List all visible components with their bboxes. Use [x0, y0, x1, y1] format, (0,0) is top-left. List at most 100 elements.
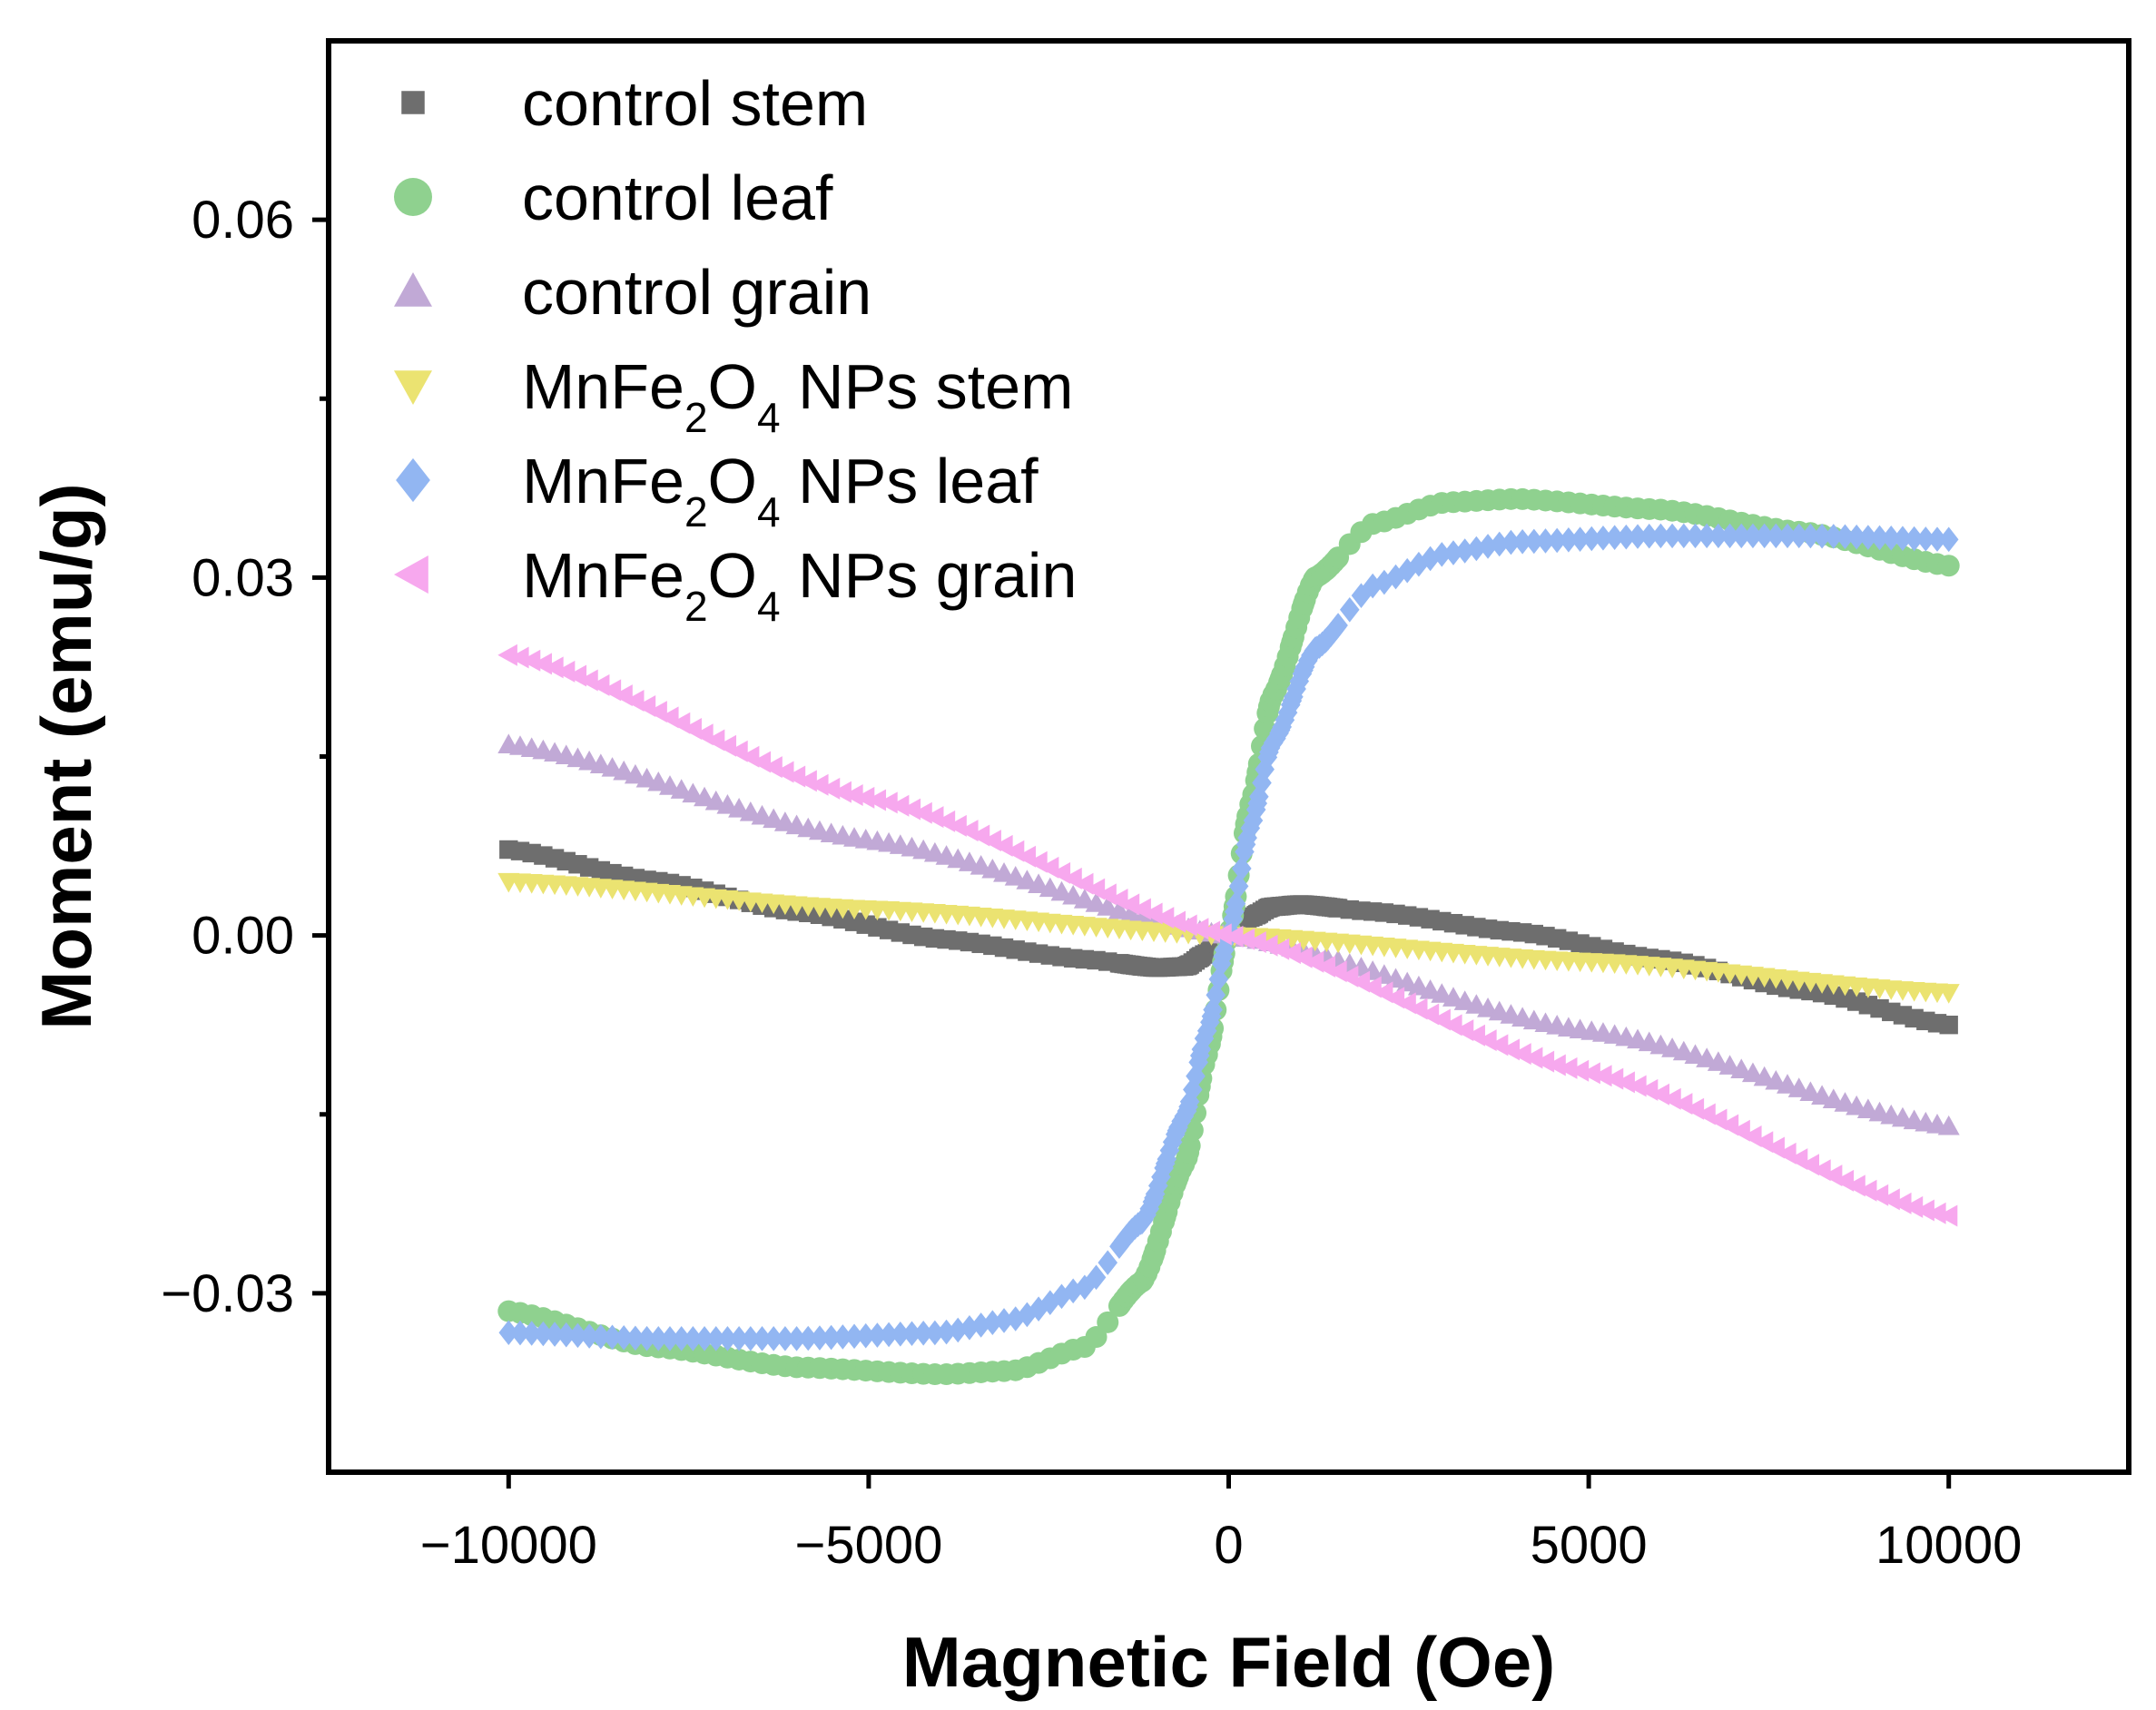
data-point [1754, 523, 1775, 549]
legend-label: control stem [522, 68, 868, 139]
data-point [683, 1326, 704, 1351]
data-point [579, 1323, 599, 1349]
y-tick-label: 0.00 [192, 907, 294, 966]
data-point [1812, 523, 1832, 549]
legend-label: MnFe2O4 NPs stem [522, 351, 1073, 441]
legend-item: control grain [394, 257, 871, 328]
x-tick-label: −10000 [420, 1516, 597, 1575]
data-point [520, 649, 541, 672]
data-point [1557, 1056, 1578, 1079]
data-point [717, 1326, 738, 1351]
data-point [1903, 1195, 1924, 1218]
data-point [1257, 934, 1278, 957]
data-point [614, 1325, 635, 1351]
data-point [1753, 1066, 1776, 1086]
data-point [1581, 526, 1602, 552]
data-point [867, 1322, 888, 1348]
y-axis-title: Moment (emu/g) [26, 483, 106, 1029]
data-point [1432, 542, 1452, 567]
data-point [1188, 918, 1209, 940]
data-point [1881, 526, 1902, 551]
data-point [591, 1323, 611, 1350]
data-point [775, 1326, 795, 1351]
data-point [1512, 529, 1532, 555]
data-point [1939, 1015, 1958, 1035]
data-point [925, 1320, 945, 1346]
legend-marker [401, 91, 425, 114]
data-point [1524, 528, 1544, 555]
data-point [741, 1326, 761, 1351]
x-tick-label: −5000 [794, 1516, 942, 1575]
data-point [1800, 523, 1821, 549]
data-point [855, 1322, 876, 1349]
data-point [854, 786, 875, 809]
data-point [510, 1320, 530, 1346]
y-tick-label: 0.06 [192, 191, 294, 250]
data-point [602, 1324, 623, 1351]
data-point [1591, 1065, 1612, 1087]
data-point [763, 1326, 783, 1351]
data-point [1915, 1199, 1934, 1222]
data-point [682, 782, 704, 803]
x-axis-title: Magnetic Field (Oe) [902, 1622, 1555, 1702]
data-point [1086, 1264, 1107, 1291]
legend-marker [394, 272, 432, 307]
data-point [1616, 524, 1637, 550]
data-point [1200, 920, 1221, 943]
data-point [936, 1319, 957, 1345]
data-point [810, 1325, 830, 1351]
data-point [729, 1326, 749, 1351]
legend-label: MnFe2O4 NPs grain [522, 540, 1077, 630]
data-point [1535, 528, 1556, 554]
legend-label: MnFe2O4 NPs leaf [522, 446, 1039, 536]
data-point [1547, 527, 1567, 554]
data-point [1604, 525, 1625, 551]
data-point [1719, 523, 1740, 549]
data-point [1937, 1204, 1958, 1227]
data-point [1177, 914, 1197, 937]
data-point [1231, 856, 1252, 881]
data-point [1823, 524, 1844, 549]
data-point [1869, 525, 1890, 551]
data-point [521, 1321, 542, 1346]
data-point [1766, 523, 1787, 549]
data-point [1580, 1062, 1600, 1085]
data-point [891, 1321, 911, 1347]
data-point [1166, 910, 1186, 933]
data-point [1674, 523, 1694, 549]
data-point [1937, 555, 1960, 577]
data-point [1223, 925, 1244, 948]
y-tick-label: 0.03 [192, 548, 294, 607]
y-tick-label: −0.03 [161, 1264, 294, 1323]
plot-frame [326, 38, 2131, 1475]
data-point [1603, 1067, 1624, 1090]
data-point [1226, 890, 1246, 917]
data-point [1926, 1202, 1946, 1224]
data-point [1409, 551, 1429, 577]
data-point [1685, 523, 1706, 549]
data-point [1339, 596, 1360, 623]
data-point [798, 1325, 819, 1351]
legend-marker [394, 555, 428, 594]
data-point [636, 1325, 657, 1351]
data-point [913, 1320, 933, 1346]
data-point [1237, 825, 1257, 850]
data-point [532, 653, 552, 675]
data-point [1235, 928, 1255, 950]
data-point [567, 1322, 588, 1349]
data-point [694, 786, 716, 807]
data-point [1697, 523, 1717, 549]
data-point [1328, 613, 1348, 638]
data-point [1228, 873, 1249, 899]
legend-item: MnFe2O4 NPs grain [394, 540, 1077, 630]
data-point [1777, 523, 1797, 549]
x-tick-label: 5000 [1531, 1516, 1648, 1575]
data-point [545, 1322, 565, 1347]
data-point [508, 646, 529, 669]
data-point [1039, 877, 1061, 898]
data-point [647, 771, 670, 791]
data-point [1243, 808, 1264, 833]
data-point [994, 1308, 1014, 1333]
data-point [1891, 1192, 1912, 1214]
data-point [705, 1326, 726, 1351]
